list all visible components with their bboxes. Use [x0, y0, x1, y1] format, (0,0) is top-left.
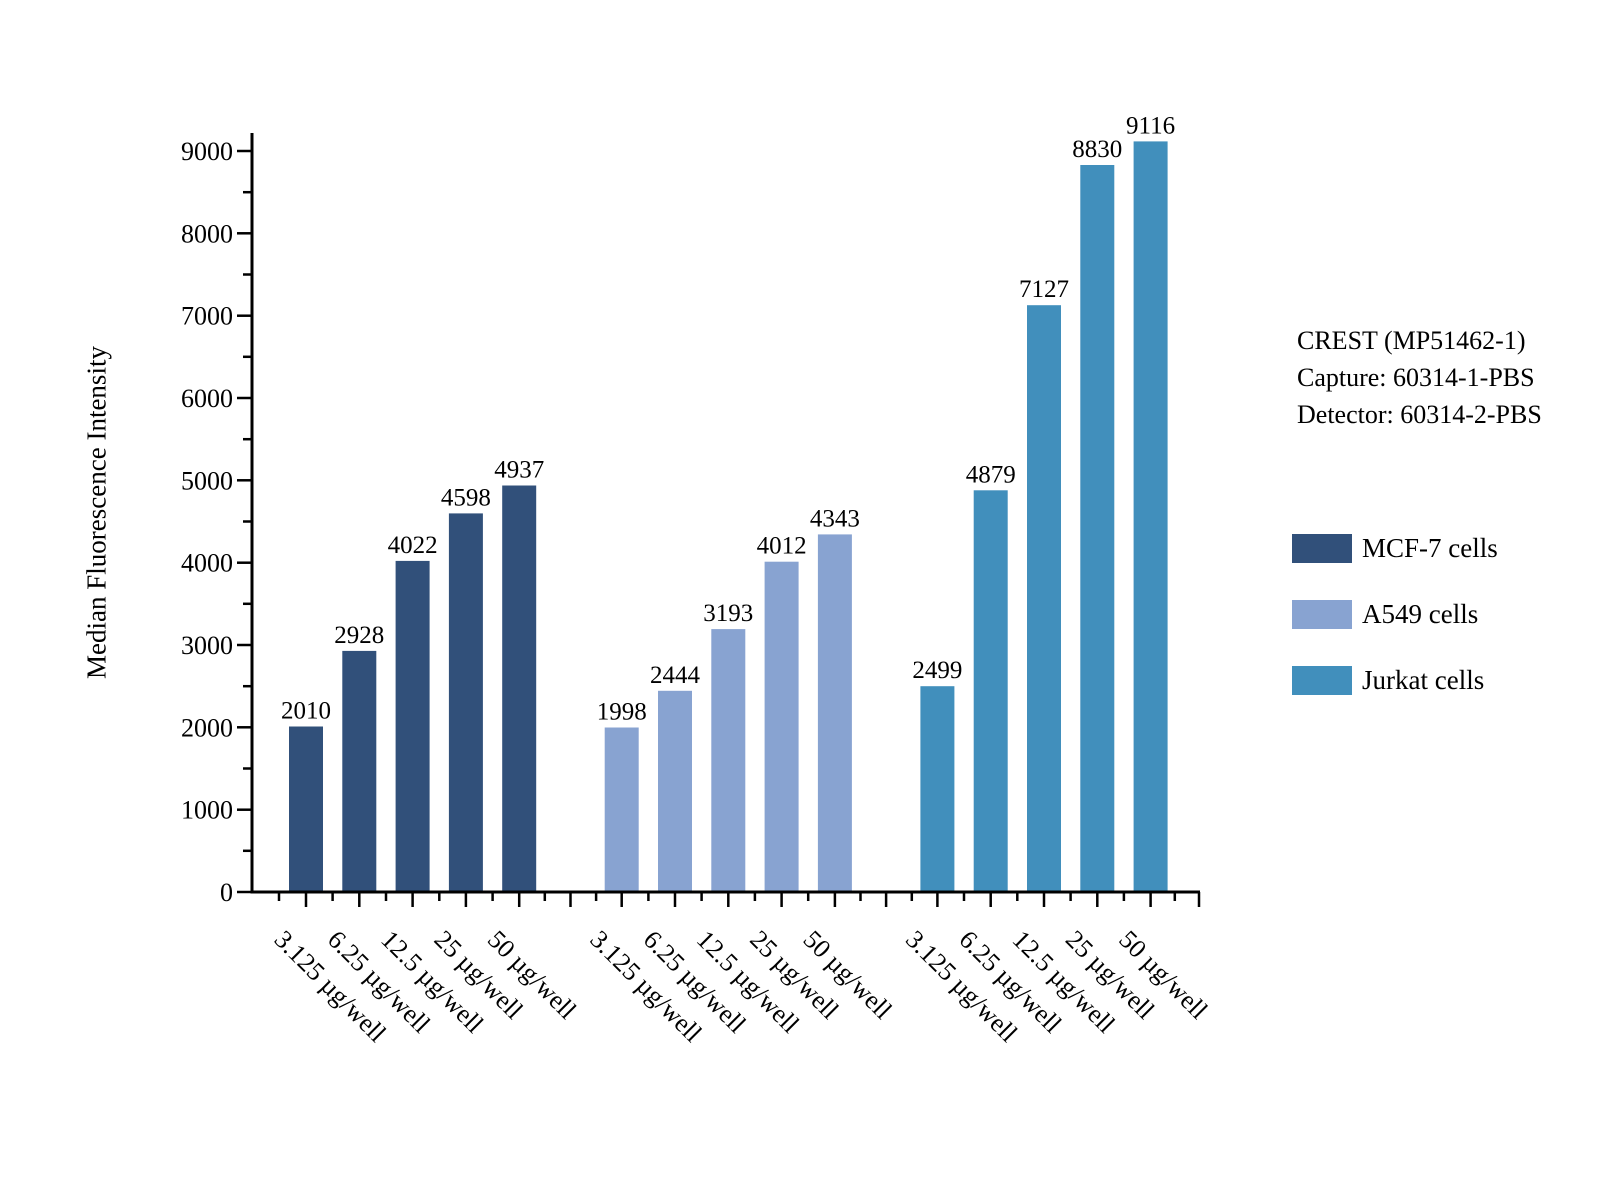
legend: MCF-7 cells A549 cells Jurkat cells: [1292, 533, 1498, 731]
bar-mcf-7-3.125: [289, 726, 323, 892]
legend-item-mcf7: MCF-7 cells: [1292, 533, 1498, 563]
bar-value-label: 4598: [441, 484, 491, 511]
bar-value-label: 2010: [281, 698, 331, 725]
y-axis-title: Median Fluorescence Intensity: [81, 346, 112, 679]
y-tick-label: 3000: [181, 631, 233, 660]
y-tick-label: 7000: [181, 302, 233, 331]
bar-value-label: 2444: [650, 662, 701, 689]
bar-mcf-7-6.25: [342, 650, 377, 892]
y-tick-labels-group: 0 1000 2000 3000 4000 5000 6000 7000 8000 9000: [181, 137, 233, 907]
bar-value-label: 2928: [334, 622, 384, 649]
legend-label-a549: A549 cells: [1362, 598, 1479, 629]
bar-value-label: 4879: [966, 461, 1016, 488]
y-tick-label: 1000: [181, 796, 233, 825]
bar-value-label: 4022: [388, 532, 438, 559]
legend-label-mcf7: MCF-7 cells: [1362, 532, 1498, 563]
bar-jurkat-50: [1133, 141, 1168, 892]
bar-value-label: 2499: [912, 657, 962, 684]
y-tick-label: 0: [220, 878, 233, 907]
legend-label-jurkat: Jurkat cells: [1362, 664, 1485, 695]
legend-swatch-jurkat: [1292, 665, 1352, 695]
bar-jurkat-6.25: [973, 490, 1008, 892]
bar-jurkat-12.5: [1027, 305, 1061, 892]
bar-value-label: 4937: [494, 457, 544, 484]
ticks-group: [237, 149, 1201, 907]
annotation-line-2: Capture: 60314-1-PBS: [1297, 363, 1535, 392]
y-tick-label: 9000: [181, 137, 233, 166]
y-tick-label: 6000: [181, 384, 233, 413]
annotation-line-1: CREST (MP51462-1): [1297, 326, 1526, 355]
y-tick-label: 4000: [181, 549, 233, 578]
y-tick-label: 5000: [181, 466, 233, 495]
bar-jurkat-3.125: [920, 686, 955, 892]
annotation-block: CREST (MP51462-1) Capture: 60314-1-PBS D…: [1297, 322, 1542, 433]
bars-group: [289, 141, 1168, 892]
bar-mcf-7-12.5: [395, 560, 430, 892]
legend-swatch-a549: [1292, 599, 1352, 629]
bar-value-label: 3193: [703, 600, 753, 627]
bar-a549-6.25: [658, 690, 692, 892]
y-tick-label: 2000: [181, 713, 233, 742]
bar-value-label: 1998: [597, 699, 647, 726]
bar-a549-3.125: [604, 727, 639, 892]
annotation-line-3: Detector: 60314-2-PBS: [1297, 400, 1542, 429]
axes-group: [250, 133, 1200, 894]
bar-value-label: 8830: [1072, 136, 1122, 163]
bar-a549-25: [764, 561, 799, 892]
bar-jurkat-25: [1080, 165, 1115, 892]
bar-value-label: 4012: [757, 533, 807, 560]
bar-value-label: 9116: [1126, 112, 1175, 139]
bar-a549-12.5: [711, 629, 746, 892]
legend-item-jurkat: Jurkat cells: [1292, 665, 1498, 695]
bar-value-label: 4343: [810, 505, 860, 532]
bar-value-label: 7127: [1019, 276, 1069, 303]
legend-item-a549: A549 cells: [1292, 599, 1498, 629]
bar-a549-50: [817, 534, 852, 892]
bar-mcf-7-25: [448, 513, 483, 892]
bar-mcf-7-50: [502, 485, 537, 892]
y-tick-label: 8000: [181, 219, 233, 248]
legend-swatch-mcf7: [1292, 533, 1352, 563]
